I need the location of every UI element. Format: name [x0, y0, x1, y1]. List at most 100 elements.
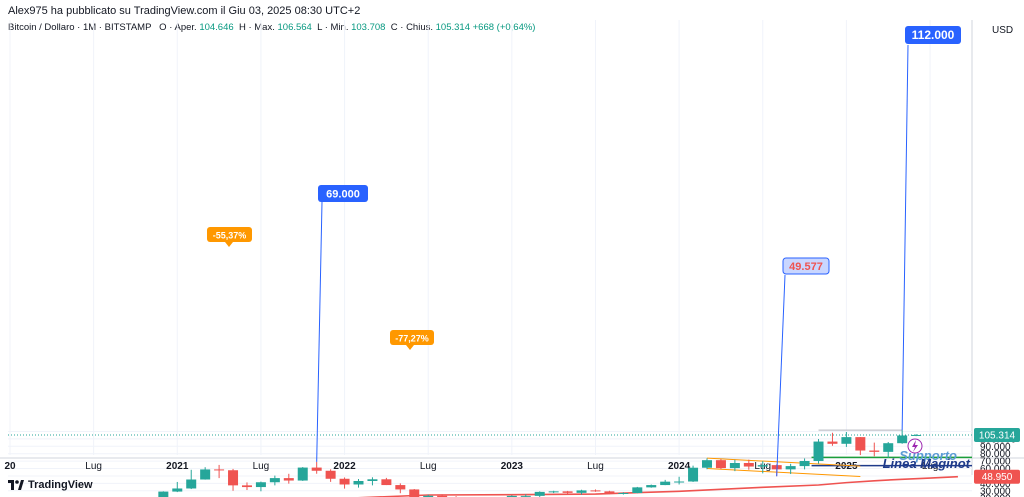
candle-body[interactable] [757, 465, 768, 467]
candle-body[interactable] [548, 491, 559, 493]
channel-upper-line[interactable] [706, 457, 861, 467]
candle-body[interactable] [158, 491, 169, 497]
drop-2022-callout-box[interactable] [390, 330, 434, 345]
candle-body[interactable] [311, 467, 322, 471]
y-tick-label: 60.000 [980, 464, 1011, 475]
close-text: Chius. [406, 22, 433, 33]
open-label: O [159, 22, 167, 33]
candle-body[interactable] [646, 485, 657, 488]
candle-body[interactable] [437, 495, 448, 497]
candle-body[interactable] [590, 490, 601, 492]
x-tick-label: 2022 [333, 461, 356, 472]
candle-body[interactable] [534, 491, 545, 496]
candle-body[interactable] [520, 495, 531, 497]
candle-body[interactable] [897, 435, 908, 444]
x-tick-label: 20 [4, 461, 16, 472]
ath-2021-callout-box[interactable] [318, 185, 368, 202]
candle-body[interactable] [674, 481, 685, 483]
candle-body[interactable] [172, 488, 183, 492]
candle-body[interactable] [618, 492, 629, 494]
ath-2025-callout-text: 112.000 [912, 28, 955, 42]
candle-body[interactable] [506, 495, 517, 497]
ma-price-tag-bg [974, 469, 1020, 484]
x-tick-label: Lug [253, 461, 270, 472]
candle-body[interactable] [381, 479, 392, 486]
candle-body[interactable] [297, 467, 308, 481]
drop-2022-pointer [406, 345, 414, 350]
candle-body[interactable] [423, 495, 434, 497]
y-tick-label: 20.000 [980, 494, 1011, 497]
candle-body[interactable] [214, 469, 225, 471]
moving-average-line [357, 475, 958, 497]
lightning-bolt-icon [912, 440, 918, 452]
candle-body[interactable] [632, 487, 643, 493]
ath-2021-callout-text: 69.000 [326, 189, 360, 201]
candle-body[interactable] [604, 491, 615, 494]
drop-2021-pointer [225, 242, 233, 247]
tradingview-footer[interactable]: TradingView [8, 479, 93, 491]
low-label: L [317, 22, 323, 33]
last-price-tag-bg [974, 427, 1020, 442]
candle-body[interactable] [395, 485, 406, 490]
candle-body[interactable] [841, 437, 852, 444]
candle-body[interactable] [409, 489, 420, 497]
high-value: 106.564 [277, 22, 312, 33]
maginot-label: Linea Maginot [883, 456, 971, 471]
candle-body[interactable] [255, 482, 266, 488]
last-price-tag-text: 105.314 [979, 430, 1016, 441]
candle-body[interactable] [715, 460, 726, 469]
candle-body[interactable] [241, 485, 252, 488]
tradingview-brand: TradingView [28, 479, 93, 491]
drop-2021-callout-text: -55,37% [213, 231, 247, 241]
candle-body[interactable] [353, 480, 364, 485]
candle-body[interactable] [186, 479, 197, 489]
open-value: 104.646 [199, 22, 234, 33]
symbol-name: Bitcoin / Dollaro · 1M · BITSTAMP [8, 22, 152, 33]
x-tick-label: 2025 [835, 461, 858, 472]
candle-body[interactable] [813, 441, 824, 461]
low-2024-callout-box[interactable] [782, 257, 830, 275]
x-tick-label: Lug [420, 461, 437, 472]
candle-body[interactable] [911, 434, 922, 436]
candle-body[interactable] [785, 466, 796, 470]
candle-body[interactable] [883, 443, 894, 452]
x-tick-label: Lug [85, 461, 102, 472]
channel-lower-line[interactable] [706, 468, 861, 478]
candle-body[interactable] [576, 490, 587, 493]
close-label: C [390, 22, 398, 33]
candle-body[interactable] [660, 481, 671, 486]
ath-2025-pointer [901, 44, 909, 431]
candle-body[interactable] [855, 437, 866, 451]
candle-body[interactable] [562, 491, 573, 493]
ath-2021-pointer [316, 201, 323, 462]
candle-body[interactable] [827, 441, 838, 444]
drop-2021-callout-box[interactable] [207, 227, 252, 242]
x-tick-label: Lug [922, 461, 939, 472]
candle-body[interactable] [367, 479, 378, 481]
y-tick-label: 70.000 [980, 457, 1011, 468]
candle-body[interactable] [702, 460, 712, 468]
low-2024-callout-text: 49.577 [789, 261, 823, 273]
candle-body[interactable] [743, 462, 754, 467]
x-tick-label: 2024 [668, 461, 691, 472]
candle-body[interactable] [339, 478, 350, 485]
candle-body[interactable] [799, 460, 810, 467]
candle-body[interactable] [325, 470, 336, 479]
currency-label: USD [992, 25, 1013, 36]
x-tick-label: Lug [587, 461, 604, 472]
symbol-legend: Bitcoin / Dollaro · 1M · BITSTAMP O · Ap… [8, 22, 536, 33]
low-text: Min. [330, 22, 349, 33]
ma-price-tag-text: 48.950 [982, 472, 1013, 483]
high-text: Max. [254, 22, 275, 33]
candle-body[interactable] [869, 450, 880, 452]
low-value: 103.708 [351, 22, 386, 33]
candle-body[interactable] [283, 478, 294, 481]
candle-body[interactable] [729, 462, 740, 469]
ath-2025-callout-box[interactable] [905, 26, 961, 44]
open-text: Aper. [174, 22, 197, 33]
candle-body[interactable] [688, 467, 699, 482]
candle-body[interactable] [269, 478, 280, 483]
candle-body[interactable] [200, 469, 211, 480]
candle-body[interactable] [228, 470, 239, 486]
